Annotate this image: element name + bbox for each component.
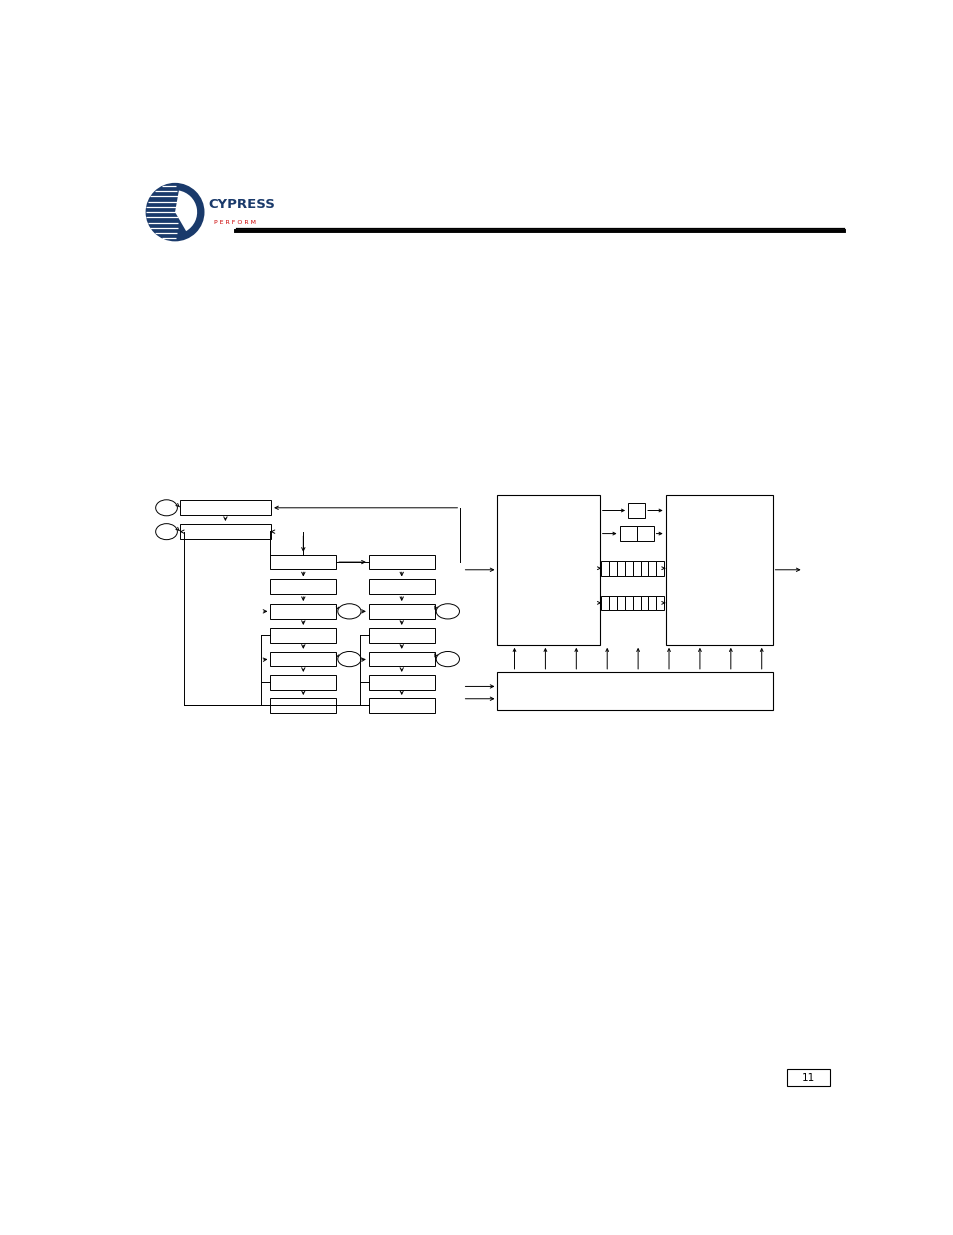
Bar bbox=[369, 698, 435, 713]
Bar bbox=[648, 561, 656, 576]
Bar bbox=[369, 555, 435, 569]
Bar bbox=[179, 500, 271, 515]
Bar bbox=[369, 674, 435, 689]
Bar bbox=[179, 524, 271, 540]
Bar bbox=[270, 627, 335, 642]
Bar bbox=[624, 561, 632, 576]
Bar bbox=[369, 627, 435, 642]
Bar bbox=[648, 595, 656, 610]
Bar bbox=[632, 561, 639, 576]
Bar bbox=[636, 526, 653, 541]
Bar bbox=[497, 672, 772, 710]
Bar bbox=[618, 526, 636, 541]
Text: P E R F O R M: P E R F O R M bbox=[213, 220, 255, 226]
Bar bbox=[786, 1070, 829, 1086]
Wedge shape bbox=[174, 190, 197, 231]
Bar bbox=[609, 561, 617, 576]
Bar bbox=[665, 495, 772, 645]
Bar bbox=[270, 652, 335, 667]
Bar bbox=[656, 595, 663, 610]
Bar bbox=[617, 561, 624, 576]
Bar bbox=[270, 674, 335, 689]
Bar bbox=[617, 595, 624, 610]
Bar bbox=[497, 495, 599, 645]
Bar bbox=[632, 595, 639, 610]
Bar bbox=[369, 579, 435, 594]
Bar bbox=[270, 579, 335, 594]
Text: 11: 11 bbox=[801, 1072, 815, 1083]
Bar bbox=[369, 652, 435, 667]
Bar bbox=[600, 561, 609, 576]
Bar bbox=[627, 503, 644, 517]
Bar bbox=[600, 595, 609, 610]
Bar bbox=[369, 604, 435, 619]
Bar bbox=[656, 561, 663, 576]
Text: CYPRESS: CYPRESS bbox=[208, 198, 275, 211]
Circle shape bbox=[146, 183, 204, 241]
Bar bbox=[639, 561, 648, 576]
Bar bbox=[270, 604, 335, 619]
Bar bbox=[270, 698, 335, 713]
Bar bbox=[639, 595, 648, 610]
Bar bbox=[624, 595, 632, 610]
Bar bbox=[270, 555, 335, 569]
Bar bbox=[609, 595, 617, 610]
